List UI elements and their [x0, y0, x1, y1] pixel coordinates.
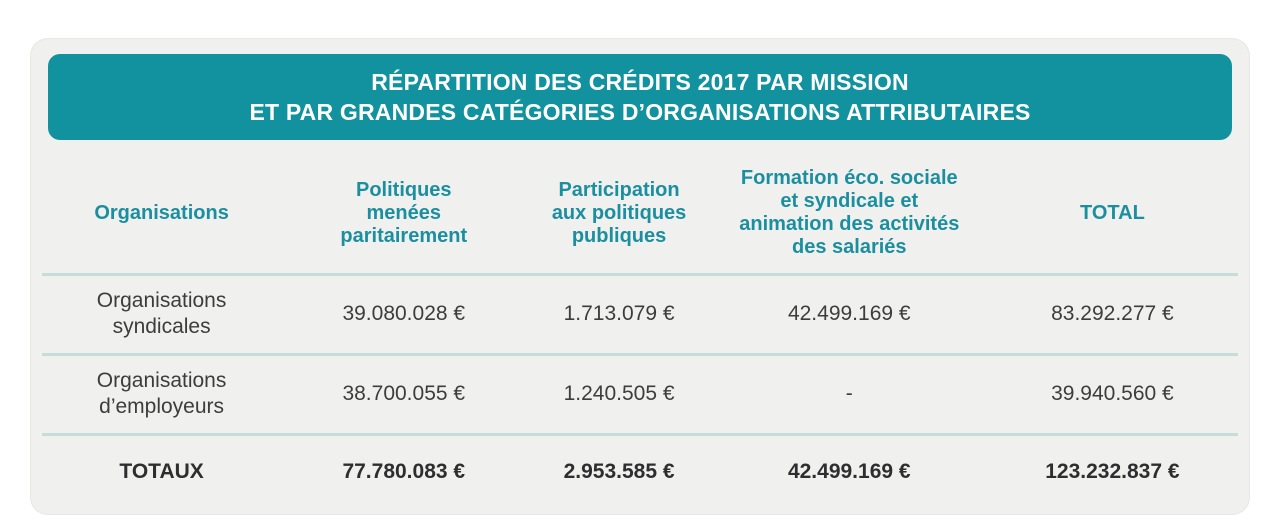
value-cell: 1.713.079 € [563, 302, 675, 325]
table-title-line1: RÉPARTITION DES CRÉDITS 2017 PAR MISSION [371, 69, 909, 95]
credits-table-card: RÉPARTITION DES CRÉDITS 2017 PAR MISSION… [30, 38, 1250, 515]
row-totaux: TOTAUX 77.780.083 € 2.953.585 € 42.499.1… [42, 434, 1238, 508]
col-header-organisations: Organisations [94, 201, 229, 224]
row-organisations-syndicales: Organisations syndicales 39.080.028 € 1.… [42, 274, 1238, 354]
table-title-band: RÉPARTITION DES CRÉDITS 2017 PAR MISSION… [48, 54, 1232, 140]
value-cell: 39.080.028 € [342, 302, 466, 325]
col-header-participation-politiques-publiques: Participation aux politiques publiques [551, 178, 687, 247]
table-title-line2: ET PAR GRANDES CATÉGORIES D’ORGANISATION… [249, 99, 1031, 125]
credits-table: Organisations Politiques menées paritair… [42, 154, 1238, 508]
value-cell: 39.940.560 € [1051, 382, 1174, 405]
totals-value-cell: 42.499.169 € [787, 459, 911, 483]
table-header-row: Organisations Politiques menées paritair… [42, 154, 1238, 274]
row-label: Organisations syndicales [96, 289, 227, 338]
totals-label: TOTAUX [119, 459, 204, 483]
value-cell: 1.240.505 € [563, 382, 675, 405]
value-cell: 83.292.277 € [1051, 302, 1174, 325]
row-organisations-employeurs: Organisations d’employeurs 38.700.055 € … [42, 354, 1238, 434]
totals-value-cell: 2.953.585 € [563, 459, 675, 483]
col-header-total: TOTAL [1080, 201, 1145, 224]
totals-value-cell: 123.232.837 € [1045, 459, 1180, 483]
value-cell: 38.700.055 € [342, 382, 466, 405]
value-cell: - [845, 382, 853, 405]
totals-value-cell: 77.780.083 € [342, 459, 466, 483]
value-cell: 42.499.169 € [787, 302, 911, 325]
col-header-formation-animation: Formation éco. sociale et syndicale et a… [739, 167, 960, 259]
col-header-politiques-paritaires: Politiques menées paritairement [340, 178, 468, 247]
row-label: Organisations d’employeurs [96, 369, 227, 418]
